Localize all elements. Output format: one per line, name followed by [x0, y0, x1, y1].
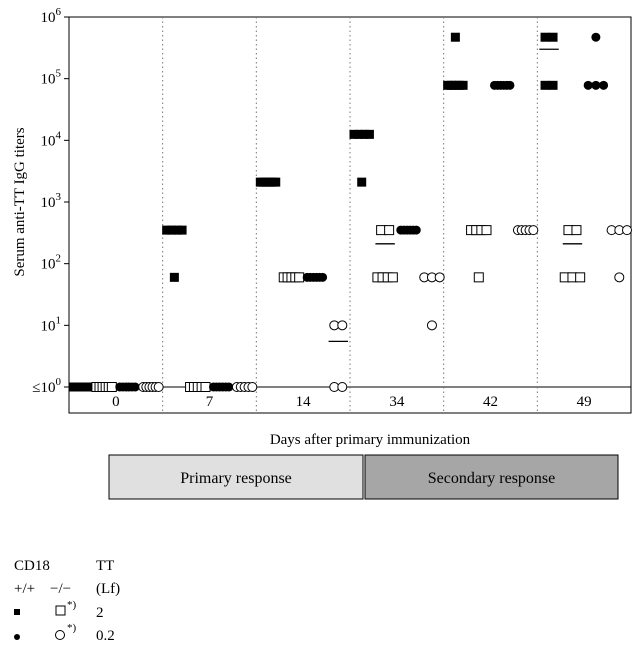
- phase-band-secondary: [364, 454, 619, 500]
- marker-filled-square: [349, 129, 359, 139]
- legend-footnote-mark-1: *): [67, 599, 77, 611]
- marker-filled-square: [83, 382, 93, 392]
- marker-open-circle: [614, 272, 625, 283]
- day-label-49: 49: [577, 394, 592, 410]
- marker-filled-circle: [505, 80, 515, 90]
- marker-filled-square: [364, 129, 374, 139]
- marker-open-circle: [426, 320, 437, 331]
- marker-filled-square: [169, 272, 179, 282]
- marker-open-square: [473, 272, 484, 283]
- day-labels: 0 7 14 34 42 49: [112, 394, 592, 410]
- marker-open-circle: [337, 320, 348, 331]
- y-tick-label: ≤100: [32, 376, 61, 396]
- legend-dose-2: 0.2: [96, 628, 115, 644]
- marker-filled-circle: [130, 382, 140, 392]
- marker-filled-square: [540, 32, 550, 42]
- legend-genotype-wt: +/+: [14, 581, 35, 597]
- marker-filled-square: [357, 177, 367, 187]
- marker-filled-square: [450, 32, 460, 42]
- marker-open-square: [200, 382, 211, 392]
- median-lines: [71, 48, 629, 388]
- marker-open-circle: [337, 382, 348, 392]
- day-label-14: 14: [296, 394, 312, 410]
- marker-filled-square: [359, 129, 369, 139]
- marker-filled-square: [177, 225, 187, 235]
- marker-open-square: [106, 382, 117, 392]
- y-axis-ticks: 106 105 104 103 102 101 ≤100: [32, 6, 69, 396]
- y-tick-label: 104: [41, 129, 62, 149]
- phase-bands: Primary response Secondary response: [108, 454, 619, 500]
- marker-open-circle: [434, 272, 445, 283]
- marker-open-square: [387, 272, 398, 283]
- legend-open-square-icon: [55, 605, 66, 616]
- phase-label: Primary response: [180, 470, 292, 487]
- marker-filled-circle: [583, 80, 593, 90]
- data-markers: [68, 32, 632, 392]
- marker-open-circle: [622, 225, 632, 236]
- marker-filled-square: [162, 225, 172, 235]
- marker-filled-circle: [224, 382, 234, 392]
- marker-filled-square: [548, 32, 558, 42]
- marker-filled-square: [540, 80, 550, 90]
- marker-filled-square: [172, 225, 182, 235]
- marker-filled-circle: [318, 272, 328, 282]
- marker-filled-circle: [599, 80, 609, 90]
- marker-filled-circle: [591, 32, 601, 42]
- marker-open-circle: [153, 382, 164, 392]
- y-axis-label: Serum anti-TT IgG titers: [12, 127, 28, 276]
- marker-filled-square: [354, 129, 364, 139]
- phase-band-primary: [108, 454, 364, 500]
- legend-header-tt: TT: [96, 558, 114, 574]
- marker-open-square: [481, 225, 492, 236]
- phase-label: Secondary response: [428, 470, 556, 487]
- day-label-0: 0: [112, 394, 120, 410]
- marker-filled-circle: [591, 80, 601, 90]
- legend-filled-square-icon: [14, 609, 20, 615]
- y-tick-label: 103: [41, 191, 62, 211]
- legend-dose-1: 2: [96, 605, 104, 621]
- day-label-42: 42: [483, 394, 498, 410]
- marker-open-circle: [528, 225, 539, 236]
- day-separators: [162, 17, 538, 413]
- marker-open-square: [571, 225, 582, 236]
- legend-unit: (Lf): [96, 581, 120, 597]
- y-tick-label: 102: [41, 253, 62, 273]
- legend-filled-circle-icon: [14, 634, 20, 640]
- marker-filled-square: [167, 225, 177, 235]
- legend-header-cd18: CD18: [14, 558, 50, 574]
- y-tick-label: 105: [41, 68, 62, 88]
- marker-open-square: [575, 272, 586, 283]
- marker-filled-circle: [411, 225, 421, 235]
- marker-open-square: [294, 272, 305, 283]
- marker-open-circle: [247, 382, 258, 392]
- marker-open-square: [384, 225, 395, 236]
- y-tick-label: 106: [41, 6, 62, 26]
- y-tick-label: 101: [41, 314, 62, 334]
- marker-filled-square: [458, 80, 468, 90]
- marker-filled-square: [548, 80, 558, 90]
- legend-genotype-ko: −/−: [50, 581, 71, 597]
- legend-footnote-mark-2: *): [67, 622, 77, 634]
- day-label-34: 34: [389, 394, 405, 410]
- legend: CD18 TT +/+ −/− (Lf) *) 2 *) 0.2: [14, 558, 120, 644]
- plot-area: 106 105 104 103 102 101 ≤100 0 7 14 34 42 49: [32, 6, 632, 414]
- x-axis-label: Days after primary immunization: [270, 432, 471, 448]
- day-label-7: 7: [206, 394, 214, 410]
- marker-filled-square: [271, 177, 281, 187]
- legend-open-circle-icon: [55, 630, 65, 640]
